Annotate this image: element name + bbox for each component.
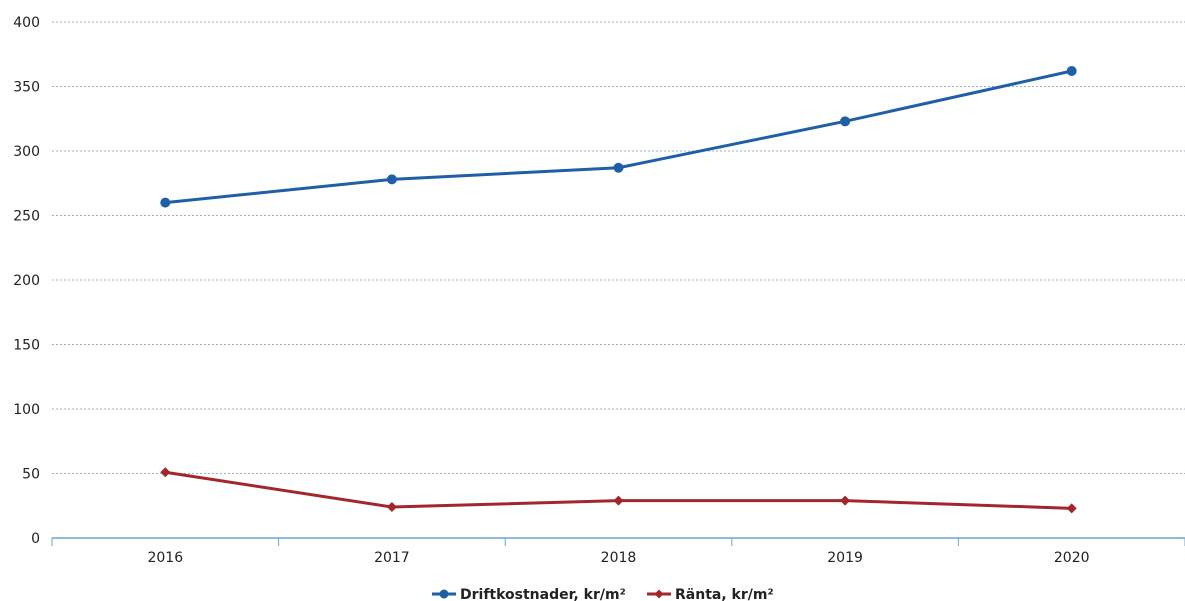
legend-label-0: Driftkostnader, kr/m²: [460, 587, 626, 601]
x-tick-label: 2019: [827, 550, 863, 566]
x-axis: 2016 2017 2018 2019 2020: [51, 537, 1185, 566]
y-tick-label: 50: [22, 467, 40, 483]
data-point: [160, 197, 171, 208]
data-point: [840, 495, 851, 506]
data-point: [160, 467, 171, 478]
data-point: [1066, 503, 1077, 514]
legend-label-1: Ränta, kr/m²: [675, 587, 774, 601]
y-tick-label: 100: [13, 402, 40, 418]
y-tick-label: 350: [13, 80, 40, 96]
legend-marker-1: [654, 589, 664, 599]
data-point: [613, 495, 624, 506]
x-tick-label: 2017: [374, 550, 410, 566]
x-tick-label: 2016: [147, 550, 183, 566]
data-point: [386, 502, 397, 513]
x-tick-label: 2020: [1054, 550, 1090, 566]
series-group: [160, 66, 1077, 514]
y-tick-label: 300: [13, 144, 40, 160]
data-point: [840, 116, 851, 127]
legend-marker-0: [439, 589, 449, 599]
y-tick-label: 250: [13, 209, 40, 225]
data-point: [386, 174, 397, 185]
legend: Driftkostnader, kr/m² Ränta, kr/m²: [432, 587, 774, 601]
y-tick-label: 0: [31, 531, 40, 547]
data-point: [613, 162, 624, 173]
y-tick-label: 200: [13, 273, 40, 289]
series-line-0: [163, 69, 1074, 205]
y-tick-label: 400: [13, 15, 40, 31]
x-tick-label: 2018: [601, 550, 637, 566]
gridlines: [52, 21, 1185, 474]
y-axis-ticks: 0 50 100 150 200 250 300 350 400: [13, 15, 40, 547]
data-point: [1066, 66, 1077, 77]
y-tick-label: 150: [13, 338, 40, 354]
